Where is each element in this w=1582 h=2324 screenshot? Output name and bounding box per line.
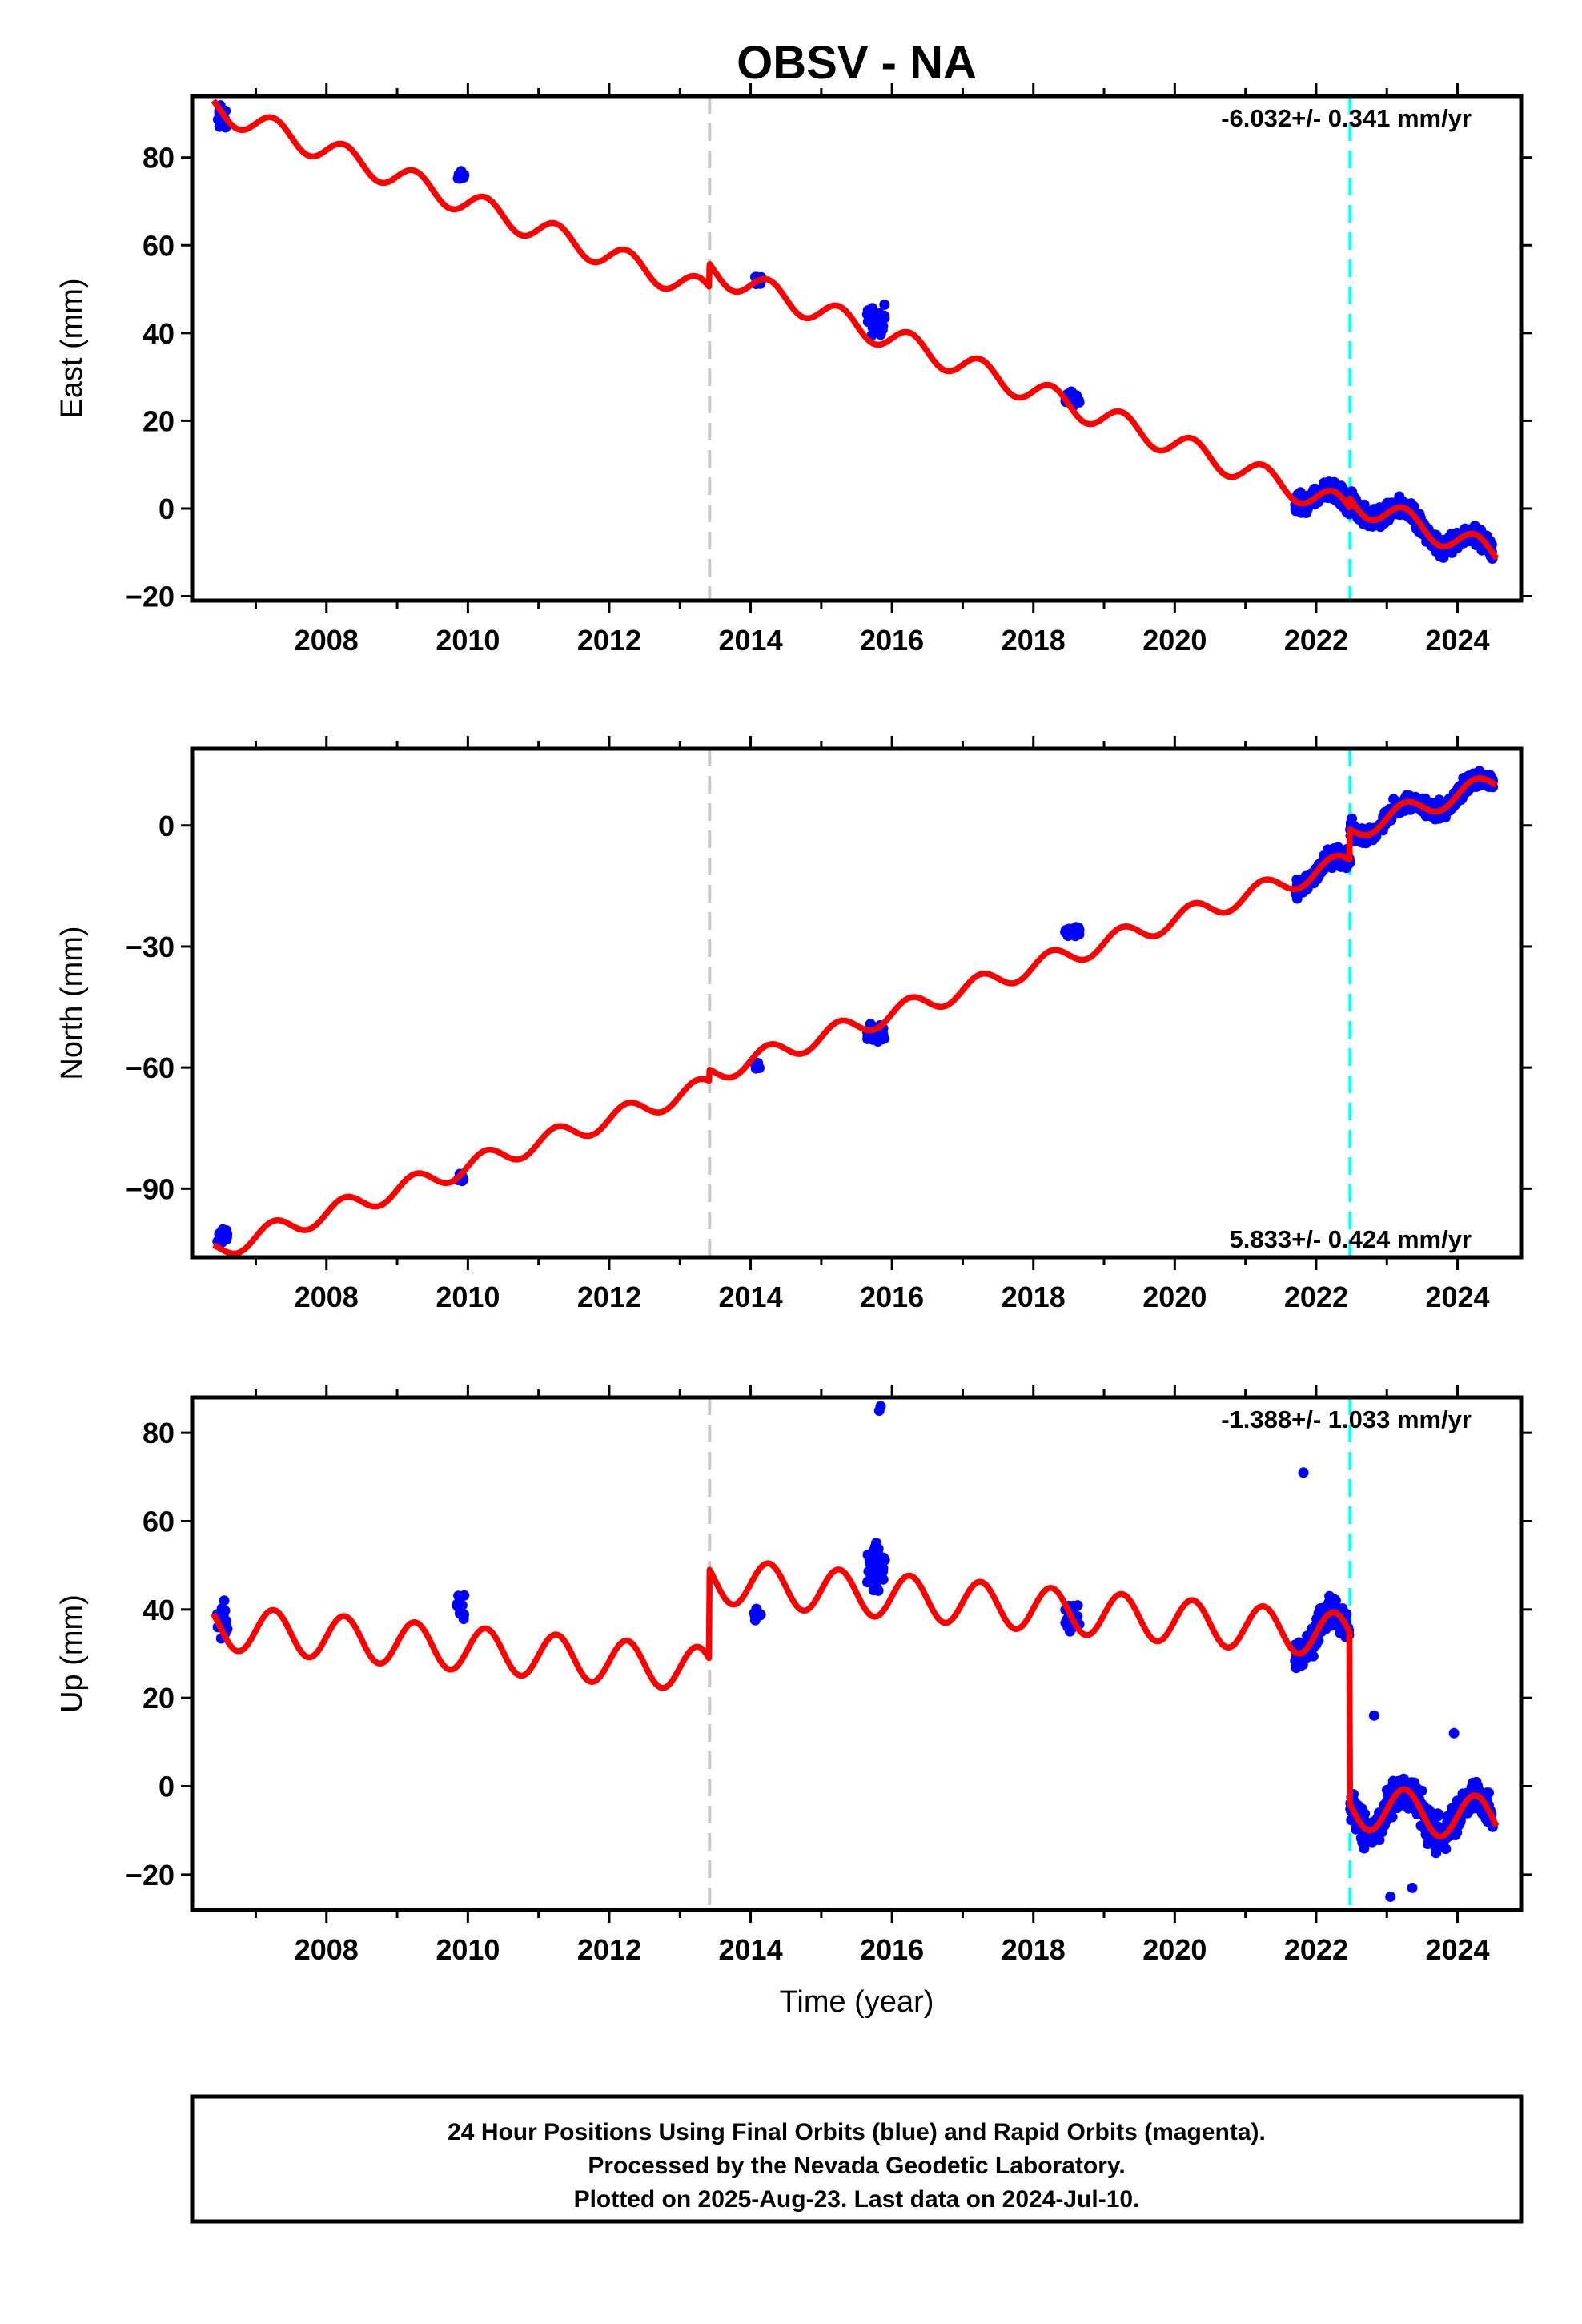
data-point	[1382, 1784, 1392, 1795]
footer-line-3: Plotted on 2025-Aug-23. Last data on 202…	[574, 2186, 1140, 2213]
x-tick-label: 2018	[1002, 1281, 1066, 1313]
x-tick-label: 2012	[577, 1933, 641, 1966]
x-tick-label: 2008	[295, 624, 359, 657]
y-tick-label: 60	[143, 229, 175, 262]
data-point	[1330, 1595, 1341, 1606]
data-point	[221, 1225, 232, 1236]
x-tick-label: 2016	[860, 1281, 924, 1313]
y-tick-label: 20	[143, 404, 175, 437]
plot-frame-east	[190, 94, 1524, 603]
data-point	[453, 169, 464, 180]
data-point	[877, 1556, 889, 1567]
x-tick-label: 2014	[719, 1281, 783, 1313]
data-point	[1447, 1803, 1458, 1814]
data-point	[865, 1019, 876, 1030]
x-tick-label: 2022	[1284, 1933, 1348, 1966]
data-point-outlier	[1407, 1882, 1418, 1893]
x-tick-label: 2024	[1425, 1281, 1489, 1313]
x-tick-label: 2014	[719, 624, 783, 657]
panels-group: 2008 2010 2012 2014 2016 2018 2020 2022 2024−200…	[55, 83, 1532, 1966]
data-point-outlier	[1368, 1710, 1379, 1721]
model-curve-north	[211, 775, 1499, 1257]
data-point-outlier	[1298, 1467, 1309, 1478]
data-point	[869, 1031, 881, 1042]
x-tick-label: 2018	[1002, 1933, 1066, 1966]
data-point-outlier	[875, 1401, 886, 1412]
x-tick-label: 2020	[1142, 624, 1207, 657]
x-tick-label: 2008	[295, 1281, 359, 1313]
data-point	[1060, 925, 1071, 935]
y-axis-label-east: East (mm)	[55, 278, 89, 418]
y-tick-label: 0	[159, 1771, 175, 1803]
y-tick-label: −20	[126, 1859, 175, 1892]
x-tick-label: 2010	[436, 624, 500, 657]
data-point	[750, 1061, 761, 1072]
data-point	[1386, 497, 1397, 509]
x-tick-label: 2016	[860, 624, 924, 657]
y-tick-label: 0	[159, 810, 175, 842]
data-point	[867, 322, 878, 333]
data-point	[864, 1554, 875, 1565]
data-point	[1392, 1803, 1403, 1814]
x-tick-label: 2022	[1284, 1281, 1348, 1313]
x-tick-label: 2012	[577, 624, 641, 657]
data-point	[1466, 1782, 1477, 1793]
x-tick-label: 2022	[1284, 624, 1348, 657]
x-axis-label: Time (year)	[780, 1985, 934, 2019]
x-tick-label: 2010	[436, 1933, 500, 1966]
y-axis-label-up: Up (mm)	[55, 1594, 89, 1713]
figure-title: OBSV - NA	[737, 37, 977, 89]
y-tick-label: −20	[126, 581, 175, 613]
y-tick-label: 80	[143, 1417, 175, 1449]
data-point	[873, 1543, 884, 1554]
y-tick-label: 60	[143, 1505, 175, 1538]
rate-label-north: 5.833+/- 0.424 mm/yr	[1230, 1225, 1472, 1253]
data-point	[879, 299, 890, 310]
x-tick-label: 2018	[1002, 624, 1066, 657]
y-tick-label: 40	[143, 1594, 175, 1626]
panel-north: 2008 2010 2012 2014 2016 2018 2020 2022 2024 −90 −…	[55, 736, 1532, 1313]
data-point-outlier	[1448, 1727, 1460, 1739]
x-tick-label: 2008	[295, 1933, 359, 1966]
data-point	[454, 1596, 465, 1607]
data-point	[1071, 927, 1082, 938]
data-point	[868, 1573, 879, 1584]
data-point	[219, 1595, 230, 1606]
x-tick-label: 2024	[1425, 1933, 1489, 1966]
y-tick-label: −60	[126, 1051, 175, 1084]
y-tick-label: 20	[143, 1682, 175, 1715]
footer-line-1: 24 Hour Positions Using Final Orbits (bl…	[448, 2119, 1266, 2145]
data-point	[218, 1233, 229, 1244]
x-tick-label: 2012	[577, 1281, 641, 1313]
model-curve-east	[211, 98, 1500, 561]
footer-line-2: Processed by the Nevada Geodetic Laborat…	[588, 2153, 1125, 2179]
data-point	[216, 1603, 227, 1614]
y-axis-label-north: North (mm)	[55, 926, 89, 1080]
y-tick-label: −90	[126, 1172, 175, 1205]
y-tick-label: 0	[159, 493, 175, 525]
rate-label-up: -1.388+/- 1.033 mm/yr	[1221, 1405, 1472, 1433]
x-tick-label: 2020	[1142, 1933, 1207, 1966]
x-tick-label: 2024	[1425, 624, 1489, 657]
data-point	[873, 1564, 883, 1575]
panel-up: 2008 2010 2012 2014 2016 2018 2020 2022 2024 −20 0…	[55, 1385, 1532, 1966]
x-tick-label: 2020	[1142, 1281, 1207, 1313]
panel-east: 2008 2010 2012 2014 2016 2018 2020 2022 2024 −20 0…	[55, 83, 1532, 657]
data-point	[1062, 1622, 1074, 1633]
rate-label-east: -6.032+/- 0.341 mm/yr	[1221, 104, 1472, 132]
x-tick-label: 2014	[719, 1933, 783, 1966]
data-point-outlier	[1385, 1891, 1396, 1902]
y-tick-label: −30	[126, 931, 175, 963]
x-tick-label: 2016	[860, 1933, 924, 1966]
data-point	[1447, 547, 1457, 558]
data-point	[459, 1609, 470, 1620]
x-tick-label: 2010	[436, 1281, 500, 1313]
y-tick-label: 40	[143, 317, 175, 350]
data-point	[752, 1610, 763, 1621]
data-point	[869, 307, 880, 318]
plot-frame-north	[190, 746, 1524, 1260]
y-tick-label: 80	[143, 142, 175, 175]
